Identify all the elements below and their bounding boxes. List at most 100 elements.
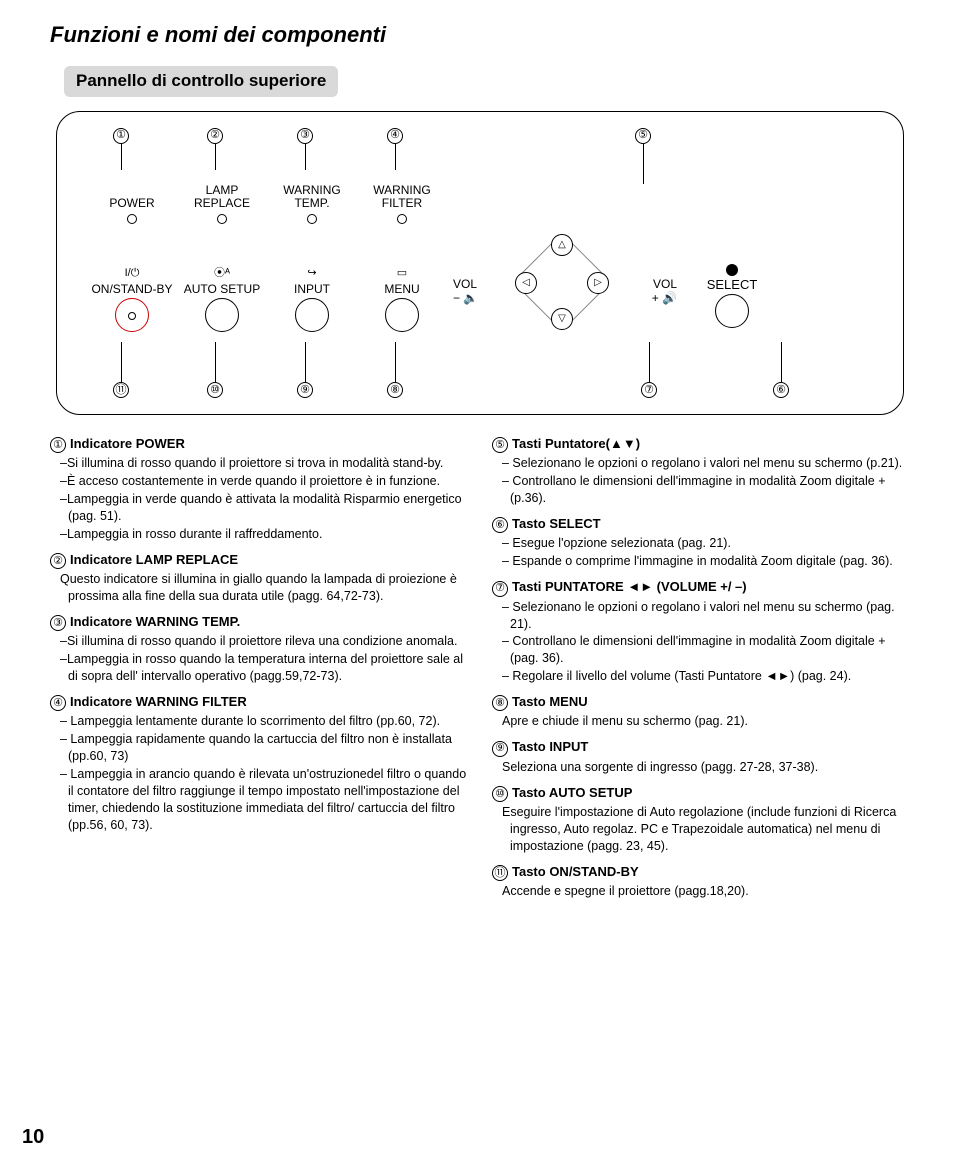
description-item: ⑦Tasti PUNTATORE ◄► (VOLUME +/ –) – Selez… bbox=[492, 578, 910, 685]
item-body: – Esegue l'opzione selezionata (pag. 21)… bbox=[492, 535, 910, 570]
item-body: –Si illumina di rosso quando il proietto… bbox=[50, 455, 468, 542]
item-body: Apre e chiude il menu su schermo (pag. 2… bbox=[492, 713, 910, 730]
callout-11: ⑪ bbox=[113, 382, 129, 398]
onstandby-button[interactable] bbox=[115, 298, 149, 332]
up-button[interactable]: △ bbox=[551, 234, 573, 256]
input-icon: ↪ bbox=[307, 266, 316, 281]
item-title: Indicatore WARNING FILTER bbox=[70, 693, 247, 711]
autosetup-button[interactable] bbox=[205, 298, 239, 332]
menu-label: MENU bbox=[384, 283, 419, 296]
callout-10: ⑩ bbox=[207, 382, 223, 398]
power-led-icon bbox=[127, 214, 137, 224]
item-body: – Selezionano le opzioni o regolano i va… bbox=[492, 599, 910, 685]
page-number: 10 bbox=[22, 1124, 44, 1151]
onstandby-label: ON/STAND-BY bbox=[91, 283, 172, 296]
description-item: ⑪Tasto ON/STAND-BY Accende e spegne il pr… bbox=[492, 863, 910, 900]
item-line: –Si illumina di rosso quando il proietto… bbox=[54, 633, 468, 650]
item-title: Tasto AUTO SETUP bbox=[512, 784, 632, 802]
callout-3: ③ bbox=[297, 128, 313, 144]
item-title: Tasti PUNTATORE ◄► (VOLUME +/ –) bbox=[512, 578, 747, 596]
description-item: ⑧Tasto MENUApre e chiude il menu su sche… bbox=[492, 693, 910, 730]
lamp-replace-label: LAMPREPLACE bbox=[194, 184, 250, 210]
item-title: Tasto ON/STAND-BY bbox=[512, 863, 639, 881]
description-item: ②Indicatore LAMP REPLACE Questo indicator… bbox=[50, 551, 468, 605]
vol-plus-icon: + 🔊 bbox=[652, 290, 677, 306]
description-item: ③Indicatore WARNING TEMP. –Si illumina di… bbox=[50, 613, 468, 685]
temp-led-icon bbox=[307, 214, 317, 224]
item-line: –Lampeggia in verde quando è attivata la… bbox=[54, 491, 468, 525]
item-body: – Selezionano le opzioni o regolano i va… bbox=[492, 455, 910, 507]
autosetup-label: AUTO SETUP bbox=[184, 283, 260, 296]
description-item: ⑩Tasto AUTO SETUP Eseguire l'impostazione… bbox=[492, 784, 910, 855]
down-button[interactable]: ▽ bbox=[551, 308, 573, 330]
item-title: Indicatore WARNING TEMP. bbox=[70, 613, 240, 631]
item-number: ① bbox=[50, 437, 66, 453]
select-dot-icon bbox=[726, 264, 738, 276]
item-line: – Controllano le dimensioni dell'immagin… bbox=[496, 633, 910, 667]
item-number: ⑨ bbox=[492, 741, 508, 757]
callout-1: ① bbox=[113, 128, 129, 144]
item-body: Eseguire l'impostazione di Auto regolazi… bbox=[492, 804, 910, 855]
callout-9: ⑨ bbox=[297, 382, 313, 398]
section-subtitle: Pannello di controllo superiore bbox=[64, 66, 338, 97]
callout-2: ② bbox=[207, 128, 223, 144]
select-button[interactable] bbox=[715, 294, 749, 328]
item-line: – Selezionano le opzioni o regolano i va… bbox=[496, 455, 910, 472]
page-title: Funzioni e nomi dei componenti bbox=[50, 20, 910, 50]
item-line: – Lampeggia lentamente durante lo scorri… bbox=[54, 713, 468, 730]
item-title: Indicatore LAMP REPLACE bbox=[70, 551, 238, 569]
item-number: ⑩ bbox=[492, 786, 508, 802]
item-line: –Lampeggia in rosso quando la temperatur… bbox=[54, 651, 468, 685]
description-item: ⑤Tasti Puntatore(▲▼) – Selezionano le opz… bbox=[492, 435, 910, 507]
item-line: Questo indicatore si illumina in giallo … bbox=[54, 571, 468, 605]
menu-button[interactable] bbox=[385, 298, 419, 332]
item-body: Seleziona una sorgente di ingresso (pagg… bbox=[492, 759, 910, 776]
control-panel-diagram: ① ② ③ ④ ⑤ POWER LAMPREPLACE W bbox=[56, 111, 904, 415]
lamp-led-icon bbox=[217, 214, 227, 224]
callout-7: ⑦ bbox=[641, 382, 657, 398]
autosetup-icon: ⦿ᴬ bbox=[214, 266, 230, 281]
item-line: –Si illumina di rosso quando il proietto… bbox=[54, 455, 468, 472]
item-line: –È acceso costantemente in verde quando … bbox=[54, 473, 468, 490]
description-item: ⑥Tasto SELECT – Esegue l'opzione selezion… bbox=[492, 515, 910, 570]
item-number: ⑦ bbox=[492, 581, 508, 597]
item-body: Accende e spegne il proiettore (pagg.18,… bbox=[492, 883, 910, 900]
right-button[interactable]: ▷ bbox=[587, 272, 609, 294]
item-line: – Controllano le dimensioni dell'immagin… bbox=[496, 473, 910, 507]
item-number: ⑤ bbox=[492, 437, 508, 453]
item-line: Apre e chiude il menu su schermo (pag. 2… bbox=[496, 713, 910, 730]
callout-6: ⑥ bbox=[773, 382, 789, 398]
item-number: ⑥ bbox=[492, 517, 508, 533]
filter-led-icon bbox=[397, 214, 407, 224]
item-number: ⑪ bbox=[492, 865, 508, 881]
item-line: Seleziona una sorgente di ingresso (pagg… bbox=[496, 759, 910, 776]
item-title: Tasto MENU bbox=[512, 693, 588, 711]
item-line: – Esegue l'opzione selezionata (pag. 21)… bbox=[496, 535, 910, 552]
vol-minus-icon: − 🔈 bbox=[453, 290, 478, 306]
item-number: ③ bbox=[50, 615, 66, 631]
item-line: – Lampeggia rapidamente quando la cartuc… bbox=[54, 731, 468, 765]
power-indicator-label: POWER bbox=[109, 197, 154, 210]
item-title: Tasto INPUT bbox=[512, 738, 588, 756]
item-body: – Lampeggia lentamente durante lo scorri… bbox=[50, 713, 468, 833]
select-label: SELECT bbox=[707, 278, 758, 292]
item-line: Accende e spegne il proiettore (pagg.18,… bbox=[496, 883, 910, 900]
item-number: ② bbox=[50, 553, 66, 569]
left-column: ①Indicatore POWER –Si illumina di rosso q… bbox=[50, 435, 468, 908]
item-line: – Lampeggia in arancio quando è rilevata… bbox=[54, 766, 468, 834]
left-button[interactable]: ◁ bbox=[515, 272, 537, 294]
item-number: ④ bbox=[50, 695, 66, 711]
item-title: Tasti Puntatore(▲▼) bbox=[512, 435, 640, 453]
item-title: Tasto SELECT bbox=[512, 515, 601, 533]
item-line: Eseguire l'impostazione di Auto regolazi… bbox=[496, 804, 910, 855]
item-title: Indicatore POWER bbox=[70, 435, 185, 453]
right-column: ⑤Tasti Puntatore(▲▼) – Selezionano le opz… bbox=[492, 435, 910, 908]
description-item: ①Indicatore POWER –Si illumina di rosso q… bbox=[50, 435, 468, 543]
callout-4: ④ bbox=[387, 128, 403, 144]
warning-temp-label: WARNINGTEMP. bbox=[283, 184, 341, 210]
item-body: Questo indicatore si illumina in giallo … bbox=[50, 571, 468, 605]
item-body: –Si illumina di rosso quando il proietto… bbox=[50, 633, 468, 685]
warning-filter-label: WARNINGFILTER bbox=[373, 184, 431, 210]
input-button[interactable] bbox=[295, 298, 329, 332]
callout-5: ⑤ bbox=[635, 128, 651, 144]
